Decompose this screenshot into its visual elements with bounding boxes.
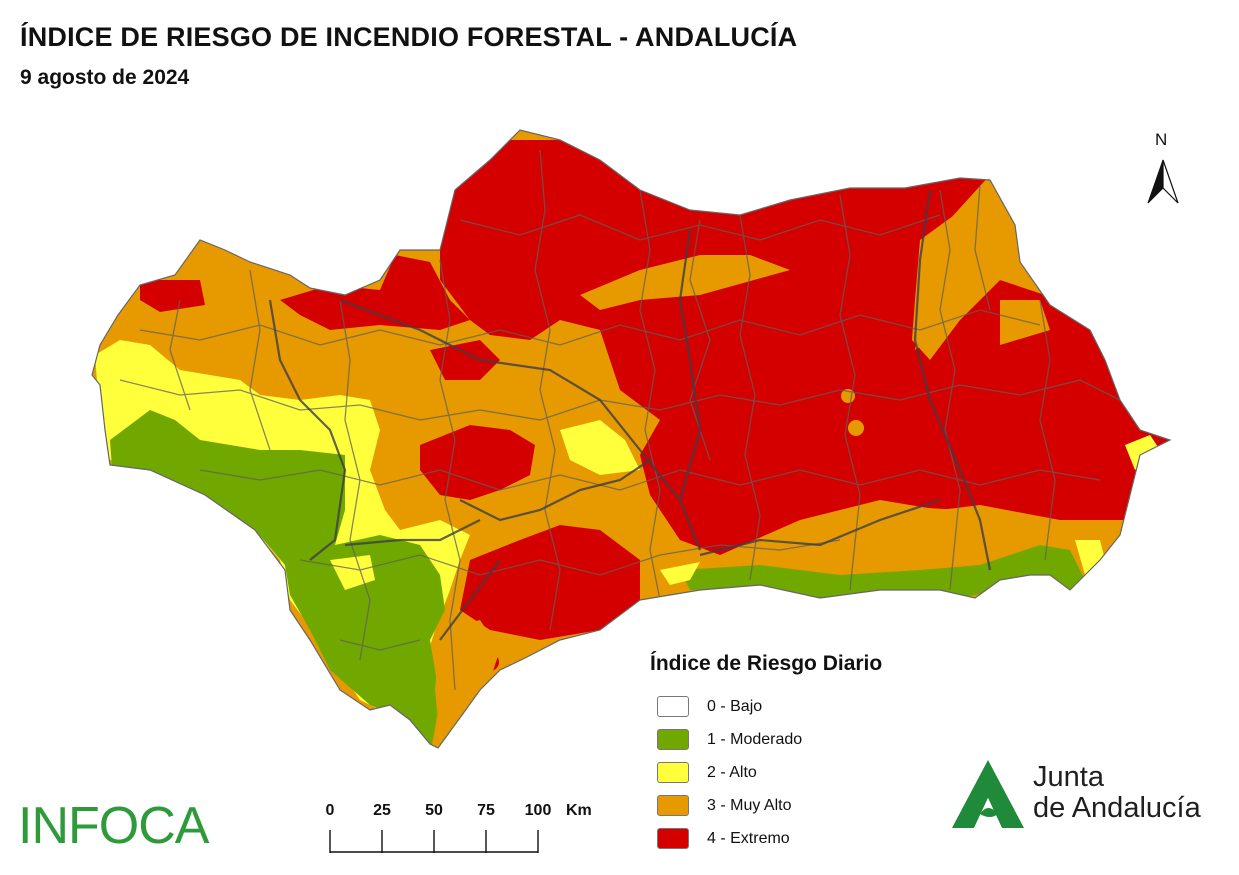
legend-swatch: [657, 762, 689, 783]
map-title: ÍNDICE DE RIESGO DE INCENDIO FORESTAL - …: [20, 22, 798, 52]
scale-tick-label: 50: [425, 802, 443, 819]
scale-tick-label: 75: [477, 802, 495, 819]
scale-bar: 0 25 50 75 100 Km: [318, 800, 618, 860]
north-arrow-icon: [1147, 159, 1179, 204]
junta-line-2: de Andalucía: [1033, 792, 1201, 824]
legend-swatch: [657, 828, 689, 849]
legend-swatch: [657, 696, 689, 717]
legend-label: 3 - Muy Alto: [707, 796, 792, 814]
map-date: 9 agosto de 2024: [20, 66, 190, 89]
legend-label: 0 - Bajo: [707, 697, 763, 715]
scale-tick-label: 25: [373, 802, 391, 819]
legend-item: 3 - Muy Alto: [650, 789, 882, 822]
junta-andalucia-emblem-icon: [952, 760, 1024, 828]
junta-andalucia-logo-text: Junta de Andalucía: [1033, 762, 1201, 824]
region-outline: [91, 129, 1172, 749]
infoca-logo: INFOCA: [18, 797, 209, 855]
legend-label: 1 - Moderado: [707, 730, 803, 748]
scale-tick-label: 100: [524, 802, 552, 819]
legend-item: 1 - Moderado: [650, 723, 882, 756]
legend-title: Índice de Riesgo Diario: [650, 652, 883, 675]
legend: Índice de Riesgo Diario 0 - Bajo 1 - Mod…: [650, 652, 882, 855]
legend-item: 2 - Alto: [650, 756, 882, 789]
junta-line-1: Junta: [1033, 761, 1104, 793]
north-arrow-label: N: [1155, 130, 1168, 149]
legend-swatch: [657, 795, 689, 816]
legend-swatch: [657, 729, 689, 750]
legend-item: 4 - Extremo: [650, 822, 882, 855]
scale-unit: Km: [566, 802, 592, 819]
legend-label: 4 - Extremo: [707, 829, 790, 847]
legend-item: 0 - Bajo: [650, 690, 882, 723]
scale-tick-label: 0: [325, 802, 335, 819]
legend-label: 2 - Alto: [707, 763, 757, 781]
scale-bar-lines: [329, 830, 539, 853]
